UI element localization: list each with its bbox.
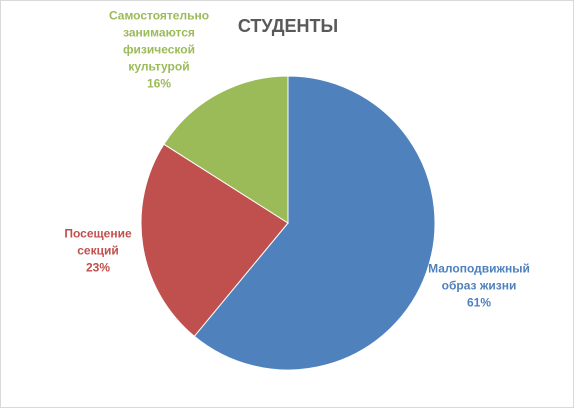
- pie-slice: [163, 75, 289, 224]
- chart-title: СТУДЕНТЫ: [238, 16, 338, 36]
- pie-slice: [140, 143, 289, 337]
- value-label: 16%: [146, 76, 172, 91]
- slice-label: Малоподвижный образ жизни 61%: [414, 261, 544, 312]
- value-label: 23%: [85, 260, 111, 275]
- pie-slice: [193, 75, 436, 371]
- category-label: Малоподвижный образ жизни: [428, 261, 530, 293]
- category-label: Посещение секций: [64, 226, 132, 258]
- slice-label: Посещение секций 23%: [53, 226, 143, 277]
- slice-label: Самостоятельно занимаются физической кул…: [97, 8, 222, 93]
- value-label: 61%: [466, 295, 492, 310]
- category-label: Самостоятельно занимаются физической кул…: [108, 8, 210, 74]
